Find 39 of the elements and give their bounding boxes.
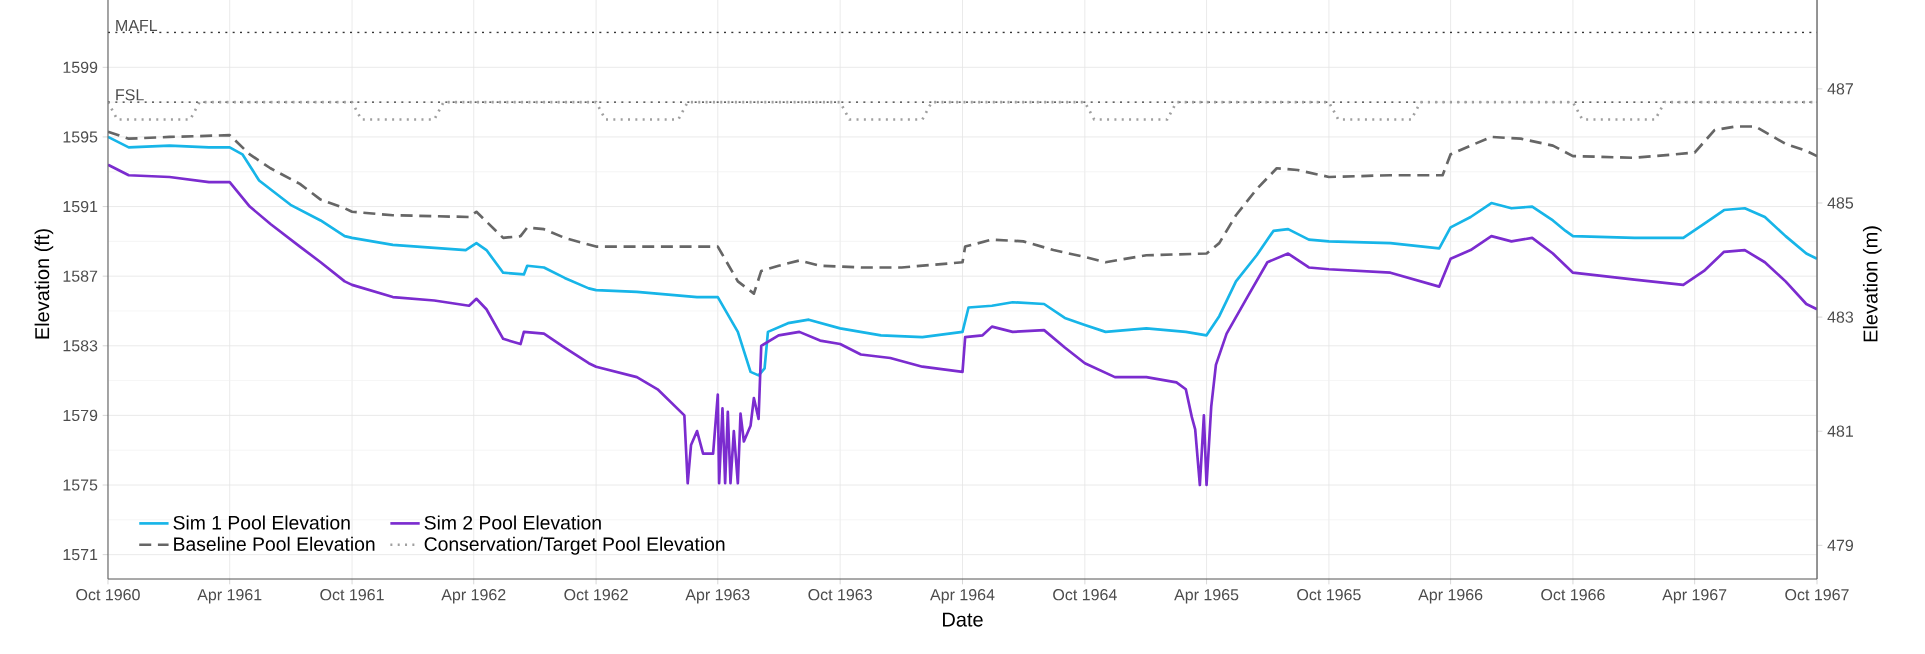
y-tick-label: 1587: [63, 270, 98, 282]
x-tick-label: Oct 1960: [76, 589, 140, 601]
y2-tick-label: 487: [1827, 83, 1853, 95]
y2-axis-title: Elevation (m): [1862, 226, 1882, 342]
y-tick-label: 1599: [63, 61, 98, 73]
y2-tick-label: 481: [1827, 425, 1853, 437]
y-tick-label: 1579: [63, 409, 98, 422]
x-tick-label: Oct 1961: [320, 589, 384, 601]
x-tick-label: Oct 1962: [564, 589, 628, 601]
ref-line-label: FSL: [116, 89, 144, 101]
y-tick-label: 1595: [63, 131, 98, 143]
y-tick-label: 1571: [63, 549, 98, 561]
ref-line-label: MAFL: [116, 19, 158, 31]
line-series: [108, 135, 1818, 377]
y2-tick-label: 483: [1827, 311, 1854, 323]
y2-tick-label: 479: [1827, 539, 1853, 551]
x-tick-label: Oct 1967: [1785, 589, 1849, 601]
x-tick-label: Apr 1966: [1418, 589, 1483, 604]
y-axis-title: Elevation (ft): [34, 229, 54, 339]
legend-label: Conservation/Target Pool Elevation: [424, 536, 725, 555]
y-tick-label: 1583: [63, 340, 98, 352]
x-tick-label: Oct 1963: [808, 589, 872, 601]
legend-label: Sim 1 Pool Elevation: [173, 515, 350, 530]
x-axis-title: Date: [943, 612, 983, 627]
line-series: [108, 163, 1818, 487]
y-tick-label: 1591: [63, 200, 98, 213]
x-tick-label: Oct 1966: [1541, 589, 1605, 601]
x-tick-label: Apr 1964: [930, 589, 995, 604]
x-tick-label: Oct 1965: [1297, 589, 1361, 601]
x-tick-label: Apr 1963: [685, 589, 750, 604]
y2-tick-label: 485: [1827, 197, 1854, 209]
y-tick-label: 1575: [63, 479, 98, 491]
legend-label: Sim 2 Pool Elevation: [424, 515, 601, 530]
legend-label: Baseline Pool Elevation: [174, 536, 375, 551]
x-tick-label: Apr 1967: [1662, 589, 1727, 604]
x-tick-label: Apr 1965: [1174, 589, 1239, 604]
x-tick-label: Oct 1964: [1053, 589, 1117, 601]
x-tick-label: Apr 1962: [441, 589, 506, 604]
x-tick-label: Apr 1961: [197, 589, 262, 604]
